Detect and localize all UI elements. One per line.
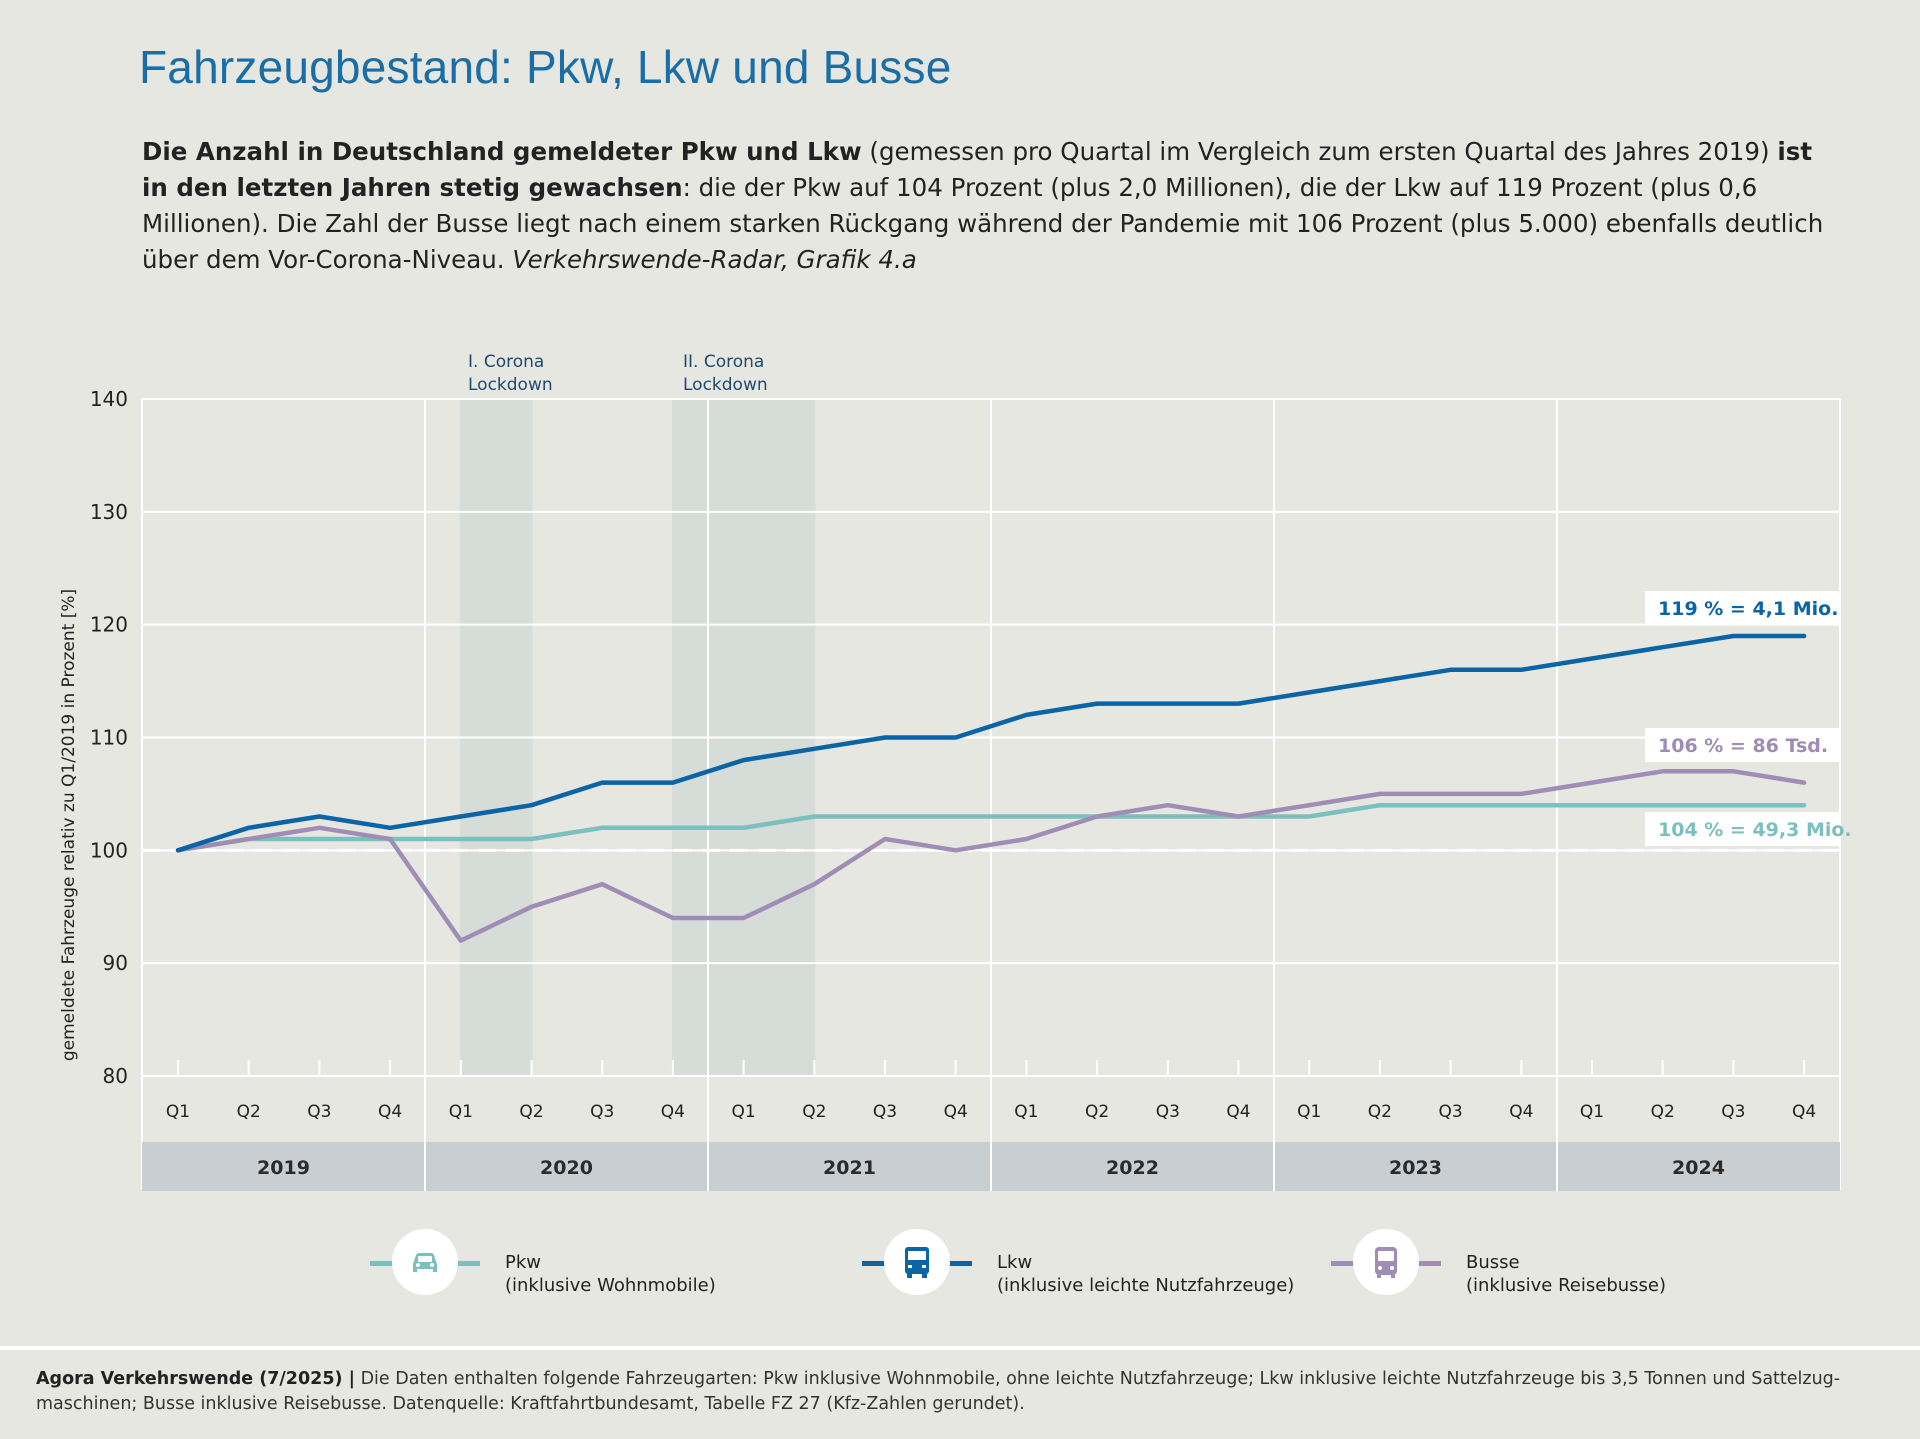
series-line-pkw xyxy=(175,802,1807,853)
quarter-label-9: Q2 xyxy=(802,1102,826,1122)
quarter-label-8: Q1 xyxy=(731,1102,755,1122)
y-tick-label-110: 110 xyxy=(90,726,128,750)
quarter-label-1: Q2 xyxy=(237,1102,261,1122)
intro-text: Die Anzahl in Deutschland gemeldeter Pkw… xyxy=(142,134,1842,278)
lockdown-label-2-line1: II. Corona xyxy=(683,352,764,372)
quarter-label-21: Q2 xyxy=(1651,1102,1675,1122)
lockdown-label-1-line1: I. Corona xyxy=(468,352,544,372)
footer-text: Die Daten enthalten folgende Fahrzeugart… xyxy=(36,1369,1841,1414)
year-label-2022: 2022 xyxy=(1106,1157,1159,1179)
quarter-label-12: Q1 xyxy=(1014,1102,1038,1122)
quarter-label-2: Q3 xyxy=(307,1102,331,1122)
legend-circle-lkw xyxy=(884,1229,950,1295)
legend-subname-busse: (inklusive Reisebusse) xyxy=(1466,1275,1667,1296)
bus-icon xyxy=(1375,1247,1397,1278)
intro-source: Verkehrswende-Radar, Grafik 4.a xyxy=(512,245,917,274)
year-cell-2020 xyxy=(425,1142,708,1191)
y-tick-label-140: 140 xyxy=(90,387,128,411)
series-line-lkw xyxy=(175,633,1807,853)
line-chart: 80 90 100 110 120 130 140 gemeldete Fahrzeuge … xyxy=(59,352,1852,1191)
year-cell-2022 xyxy=(991,1142,1274,1191)
lockdown-labels: I. Corona Lockdown II. Corona Lockdown xyxy=(468,352,768,395)
year-cell-2021 xyxy=(708,1142,991,1191)
quarter-label-3: Q4 xyxy=(378,1102,402,1122)
y-tick-label-80: 80 xyxy=(103,1064,128,1088)
year-label-2023: 2023 xyxy=(1389,1157,1442,1179)
year-band: 2019 2020 2021 2022 2023 2024 xyxy=(142,1142,1840,1191)
footer-note: Agora Verkehrswende (7/2025) | Die Daten… xyxy=(36,1367,1886,1417)
y-tick-labels: 80 90 100 110 120 130 140 xyxy=(90,387,128,1088)
legend-name-pkw: Pkw xyxy=(505,1252,541,1273)
year-label-2019: 2019 xyxy=(257,1157,310,1179)
quarter-label-18: Q3 xyxy=(1438,1102,1462,1122)
footer-source: Agora Verkehrswende (7/2025) | xyxy=(36,1369,355,1389)
x-tick-marks xyxy=(177,1060,1806,1076)
y-tick-label-100: 100 xyxy=(90,838,128,862)
year-cell-2024 xyxy=(1557,1142,1840,1191)
series-line-busse xyxy=(175,769,1807,943)
end-label-bg-pkw xyxy=(1645,812,1840,846)
quarter-labels: Q1 Q2 Q3 Q4 Q1 Q2 Q3 Q4 Q1 Q2 Q3 Q4 Q1 Q2 Q3 Q4 Q1 Q2 Q3 Q4… xyxy=(166,1102,1816,1122)
quarter-label-0: Q1 xyxy=(166,1102,190,1122)
year-label-2024: 2024 xyxy=(1672,1157,1725,1179)
quarter-label-6: Q3 xyxy=(590,1102,614,1122)
quarter-label-15: Q4 xyxy=(1226,1102,1250,1122)
legend-name-busse: Busse xyxy=(1466,1252,1520,1273)
legend-subname-lkw: (inklusive leichte Nutzfahrzeuge) xyxy=(997,1275,1295,1296)
quarter-label-14: Q3 xyxy=(1156,1102,1180,1122)
lockdown-label-1-line2: Lockdown xyxy=(468,375,553,395)
year-label-2021: 2021 xyxy=(823,1157,876,1179)
end-labels: 104 % = 49,3 Mio. 119 % = 4,1 Mio. 106 % =… xyxy=(1645,591,1852,846)
quarter-label-13: Q2 xyxy=(1085,1102,1109,1122)
intro-text-1: (gemessen pro Quartal im Vergleich zum e… xyxy=(861,137,1778,166)
legend-circle-busse xyxy=(1353,1229,1419,1295)
quarter-label-16: Q1 xyxy=(1297,1102,1321,1122)
end-label-busse: 106 % = 86 Tsd. xyxy=(1658,735,1828,757)
footer-divider xyxy=(0,1346,1920,1350)
truck-icon xyxy=(905,1247,929,1278)
legend-name-lkw: Lkw xyxy=(997,1252,1033,1273)
chart-grid xyxy=(141,398,1841,1190)
quarter-label-11: Q4 xyxy=(944,1102,968,1122)
lockdown-label-2-line2: Lockdown xyxy=(683,375,768,395)
end-label-pkw: 104 % = 49,3 Mio. xyxy=(1658,819,1852,841)
legend-circle-pkw xyxy=(392,1229,458,1295)
intro-text-2: : die der Pkw auf 104 Prozent (plus 2,0 … xyxy=(142,173,1824,274)
end-label-lkw: 119 % = 4,1 Mio. xyxy=(1658,598,1838,620)
quarter-label-19: Q4 xyxy=(1509,1102,1533,1122)
legend-label-pkw: Pkw (inklusive Wohnmobile) xyxy=(505,1251,716,1297)
legend-label-lkw: Lkw (inklusive leichte Nutzfahrzeuge) xyxy=(997,1251,1294,1297)
quarter-label-23: Q4 xyxy=(1792,1102,1816,1122)
y-tick-label-120: 120 xyxy=(90,613,128,637)
legend-label-busse: Busse (inklusive Reisebusse) xyxy=(1466,1251,1666,1297)
page-title: Fahrzeugbestand: Pkw, Lkw und Busse xyxy=(139,41,952,93)
intro-bold-1: Die Anzahl in Deutschland gemeldeter Pkw… xyxy=(142,137,862,166)
y-axis-label: gemeldete Fahrzeuge relativ zu Q1/2019 i… xyxy=(59,589,79,1061)
quarter-label-17: Q2 xyxy=(1368,1102,1392,1122)
quarter-label-7: Q4 xyxy=(661,1102,685,1122)
end-label-bg-lkw xyxy=(1645,591,1840,625)
y-tick-label-90: 90 xyxy=(103,951,128,975)
year-cell-2019 xyxy=(142,1142,425,1191)
end-label-bg-busse xyxy=(1645,728,1840,762)
quarter-label-10: Q3 xyxy=(873,1102,897,1122)
quarter-label-4: Q1 xyxy=(449,1102,473,1122)
year-cell-2023 xyxy=(1274,1142,1557,1191)
legend-subname-pkw: (inklusive Wohnmobile) xyxy=(505,1275,716,1296)
intro-bold-2: ist in den letzten Jahren stetig gewachs… xyxy=(142,137,1813,202)
quarter-label-20: Q1 xyxy=(1580,1102,1604,1122)
year-label-2020: 2020 xyxy=(540,1157,593,1179)
car-icon xyxy=(413,1253,437,1272)
quarter-label-5: Q2 xyxy=(519,1102,543,1122)
quarter-label-22: Q3 xyxy=(1721,1102,1745,1122)
series-lines xyxy=(175,633,1807,943)
y-tick-label-130: 130 xyxy=(90,500,128,524)
